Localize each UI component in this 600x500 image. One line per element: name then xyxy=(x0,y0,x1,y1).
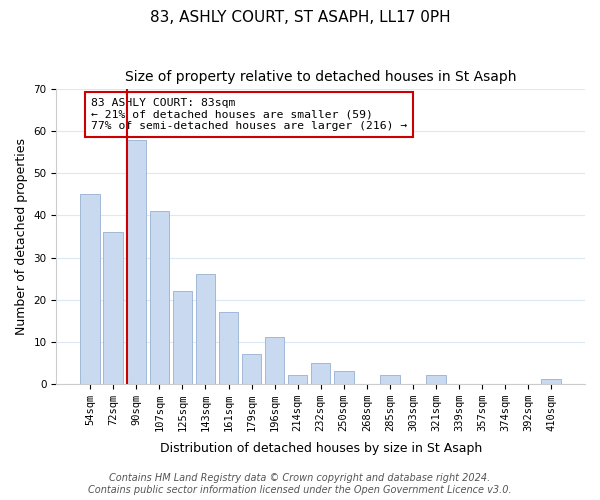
X-axis label: Distribution of detached houses by size in St Asaph: Distribution of detached houses by size … xyxy=(160,442,482,455)
Bar xyxy=(127,140,146,384)
Bar xyxy=(103,232,123,384)
Bar xyxy=(149,212,169,384)
Bar xyxy=(196,274,215,384)
Bar xyxy=(242,354,262,384)
Bar xyxy=(288,376,307,384)
Bar xyxy=(541,380,561,384)
Bar xyxy=(265,338,284,384)
Bar xyxy=(311,362,331,384)
Bar xyxy=(219,312,238,384)
Y-axis label: Number of detached properties: Number of detached properties xyxy=(15,138,28,335)
Bar xyxy=(380,376,400,384)
Text: Contains HM Land Registry data © Crown copyright and database right 2024.
Contai: Contains HM Land Registry data © Crown c… xyxy=(88,474,512,495)
Text: 83, ASHLY COURT, ST ASAPH, LL17 0PH: 83, ASHLY COURT, ST ASAPH, LL17 0PH xyxy=(149,10,451,25)
Text: 83 ASHLY COURT: 83sqm
← 21% of detached houses are smaller (59)
77% of semi-deta: 83 ASHLY COURT: 83sqm ← 21% of detached … xyxy=(91,98,407,131)
Bar xyxy=(334,371,353,384)
Bar xyxy=(80,194,100,384)
Bar xyxy=(426,376,446,384)
Title: Size of property relative to detached houses in St Asaph: Size of property relative to detached ho… xyxy=(125,70,517,84)
Bar xyxy=(173,291,192,384)
